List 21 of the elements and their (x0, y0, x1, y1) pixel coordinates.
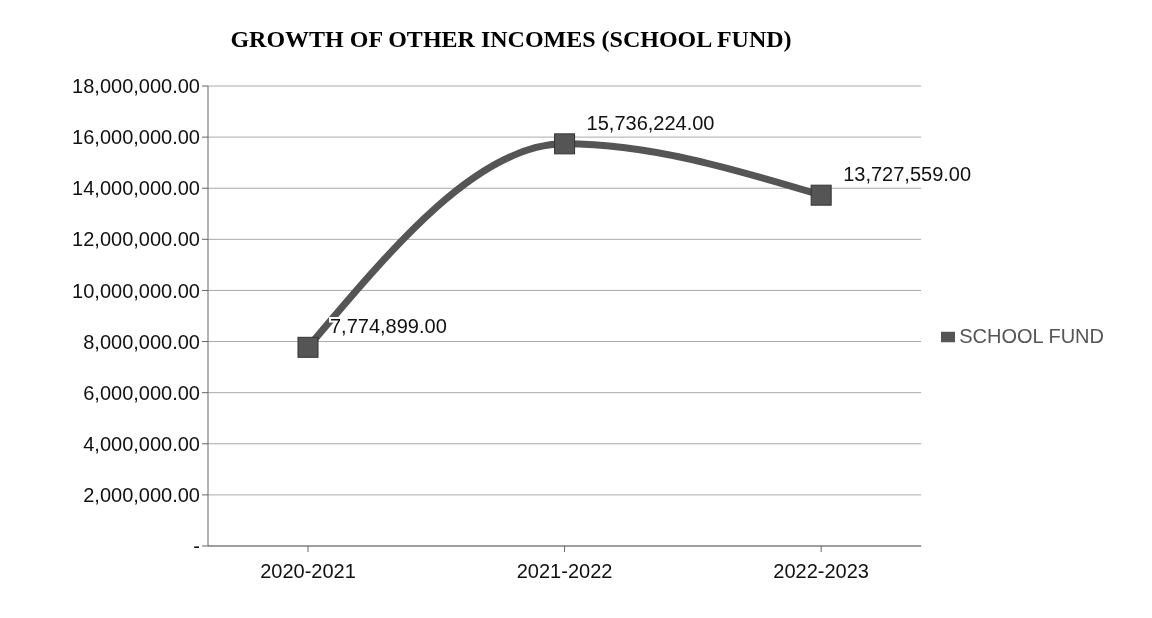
data-label: 13,727,559.00 (843, 163, 972, 186)
point (810, 184, 832, 206)
chart-title: GROWTH OF OTHER INCOMES (SCHOOL FUND) (229, 25, 793, 54)
y-tick-label: 4,000,000.00 (83, 432, 200, 455)
y-tick-label: - (193, 535, 200, 558)
y-tick-label: 12,000,000.00 (72, 228, 200, 251)
y-tick-label: 10,000,000.00 (72, 279, 200, 302)
x-tick-label: 2020-2021 (260, 560, 356, 583)
y-tick-label: 2,000,000.00 (83, 483, 200, 506)
y-tick-label: 14,000,000.00 (72, 177, 200, 200)
point (554, 133, 576, 155)
y-tick-label: 6,000,000.00 (83, 381, 200, 404)
y-tick-label: 18,000,000.00 (72, 75, 200, 98)
data-label: 15,736,224.00 (586, 111, 715, 134)
x-tick-label: 2021-2022 (516, 560, 613, 583)
point (297, 336, 319, 358)
y-tick-label: 16,000,000.00 (72, 126, 200, 149)
x-tick-label: 2022-2023 (773, 560, 869, 583)
y-tick-label: 8,000,000.00 (83, 330, 200, 353)
legend-label: SCHOOL FUND (959, 324, 1104, 347)
data-label: 7,774,899.00 (330, 315, 447, 338)
